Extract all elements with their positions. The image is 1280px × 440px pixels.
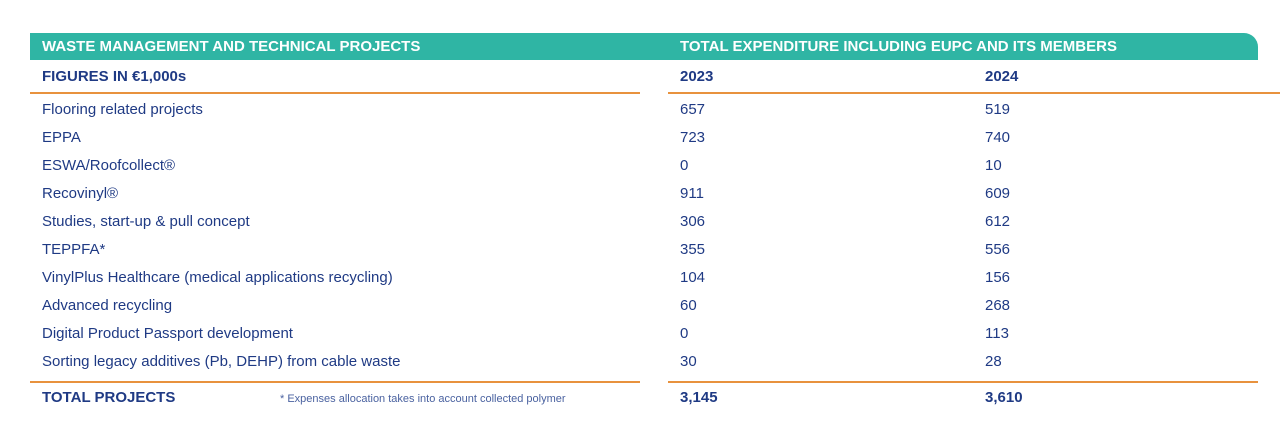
footnote: * Expenses allocation takes into account…	[280, 393, 566, 405]
row-label: Flooring related projects	[42, 101, 203, 118]
row-label: TEPPFA*	[42, 241, 106, 258]
cell-value: 657	[680, 101, 706, 118]
row-label: Recovinyl®	[42, 185, 119, 202]
cell-value: 519	[985, 101, 1011, 118]
cell-value: 0	[680, 157, 689, 174]
cell-value: 612	[985, 213, 1011, 230]
cell-value: 355	[680, 241, 706, 258]
year-label: 2023	[680, 68, 714, 85]
divider	[668, 92, 1280, 94]
cell-value: 60	[680, 297, 697, 314]
cell-value: 740	[985, 129, 1011, 146]
divider	[668, 381, 1258, 383]
header-right: TOTAL EXPENDITURE INCLUDING EUPC AND ITS…	[680, 38, 1117, 55]
cell-value: 104	[680, 269, 706, 286]
header-left: WASTE MANAGEMENT AND TECHNICAL PROJECTS	[42, 38, 421, 55]
divider	[30, 92, 640, 94]
cell-value: 156	[985, 269, 1011, 286]
row-label: VinylPlus Healthcare (medical applicatio…	[42, 269, 393, 286]
cell-value: 10	[985, 157, 1002, 174]
total-value: 3,145	[680, 389, 718, 406]
cell-value: 0	[680, 325, 689, 342]
row-label: EPPA	[42, 129, 81, 146]
cell-value: 30	[680, 353, 697, 370]
row-label: Digital Product Passport development	[42, 325, 293, 342]
divider	[30, 381, 640, 383]
header-bar	[30, 33, 1258, 60]
total-value: 3,610	[985, 389, 1023, 406]
total-label: TOTAL PROJECTS	[42, 389, 176, 406]
cell-value: 556	[985, 241, 1011, 258]
units-label: FIGURES IN €1,000s	[42, 68, 187, 85]
cell-value: 28	[985, 353, 1002, 370]
cell-value: 609	[985, 185, 1011, 202]
cell-value: 306	[680, 213, 706, 230]
cell-value: 911	[680, 185, 704, 202]
row-label: Advanced recycling	[42, 297, 173, 314]
cell-value: 268	[985, 297, 1011, 314]
year-label: 2024	[985, 68, 1019, 85]
row-label: Studies, start-up & pull concept	[42, 213, 250, 230]
row-label: ESWA/Roofcollect®	[42, 157, 176, 174]
cell-value: 723	[680, 129, 706, 146]
row-label: Sorting legacy additives (Pb, DEHP) from…	[42, 353, 401, 370]
cell-value: 113	[985, 325, 1009, 342]
